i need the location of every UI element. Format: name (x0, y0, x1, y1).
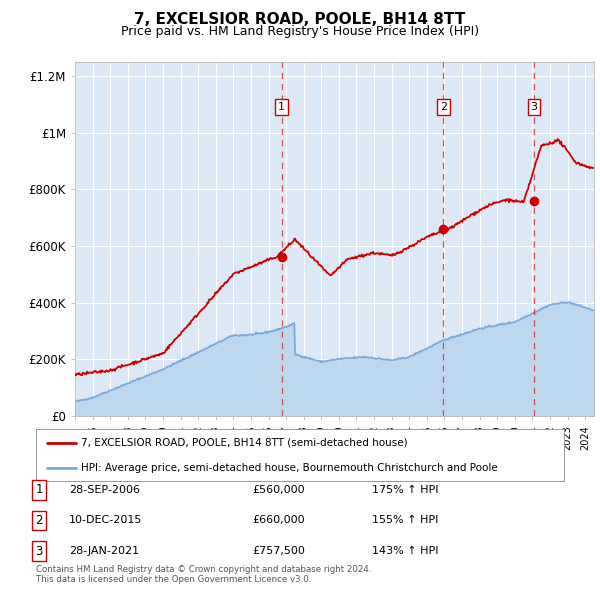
Text: £757,500: £757,500 (252, 546, 305, 556)
Text: 1: 1 (278, 102, 285, 112)
Text: 28-SEP-2006: 28-SEP-2006 (69, 485, 140, 494)
Text: Contains HM Land Registry data © Crown copyright and database right 2024.
This d: Contains HM Land Registry data © Crown c… (36, 565, 371, 584)
Text: 2: 2 (35, 514, 43, 527)
Text: HPI: Average price, semi-detached house, Bournemouth Christchurch and Poole: HPI: Average price, semi-detached house,… (81, 463, 497, 473)
Text: 3: 3 (530, 102, 538, 112)
Text: Price paid vs. HM Land Registry's House Price Index (HPI): Price paid vs. HM Land Registry's House … (121, 25, 479, 38)
Text: 10-DEC-2015: 10-DEC-2015 (69, 516, 142, 525)
Text: 1: 1 (35, 483, 43, 496)
Text: 28-JAN-2021: 28-JAN-2021 (69, 546, 139, 556)
Text: 7, EXCELSIOR ROAD, POOLE, BH14 8TT: 7, EXCELSIOR ROAD, POOLE, BH14 8TT (134, 12, 466, 27)
Text: 2: 2 (440, 102, 447, 112)
Text: £560,000: £560,000 (252, 485, 305, 494)
Text: 155% ↑ HPI: 155% ↑ HPI (372, 516, 439, 525)
Text: 143% ↑ HPI: 143% ↑ HPI (372, 546, 439, 556)
Text: £660,000: £660,000 (252, 516, 305, 525)
Text: 175% ↑ HPI: 175% ↑ HPI (372, 485, 439, 494)
Text: 7, EXCELSIOR ROAD, POOLE, BH14 8TT (semi-detached house): 7, EXCELSIOR ROAD, POOLE, BH14 8TT (semi… (81, 438, 407, 448)
Text: 3: 3 (35, 545, 43, 558)
